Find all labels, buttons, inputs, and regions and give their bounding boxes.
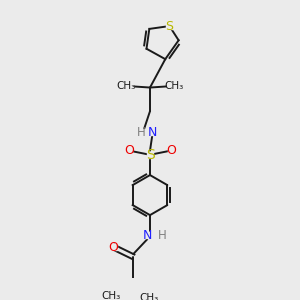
Text: CH₃: CH₃	[117, 81, 136, 91]
Bar	[150, 129, 156, 135]
Text: O: O	[108, 241, 118, 254]
Text: CH₃: CH₃	[139, 293, 158, 300]
Bar	[142, 296, 155, 300]
Bar	[126, 148, 132, 154]
Text: CH₃: CH₃	[164, 81, 183, 91]
Bar	[168, 148, 174, 154]
Bar	[147, 152, 153, 158]
Text: H: H	[136, 125, 145, 139]
Text: CH₃: CH₃	[101, 291, 120, 300]
Bar	[104, 292, 117, 299]
Bar	[138, 129, 144, 135]
Text: N: N	[142, 229, 152, 242]
Text: O: O	[124, 144, 134, 157]
Bar	[167, 83, 180, 89]
Bar	[120, 83, 133, 89]
Text: S: S	[166, 20, 173, 33]
Bar	[166, 23, 172, 29]
Text: N: N	[148, 125, 158, 139]
Bar	[110, 244, 116, 250]
Bar	[159, 232, 166, 238]
Bar	[144, 232, 150, 238]
Text: H: H	[158, 229, 167, 242]
Text: O: O	[166, 144, 176, 157]
Text: S: S	[146, 148, 154, 162]
